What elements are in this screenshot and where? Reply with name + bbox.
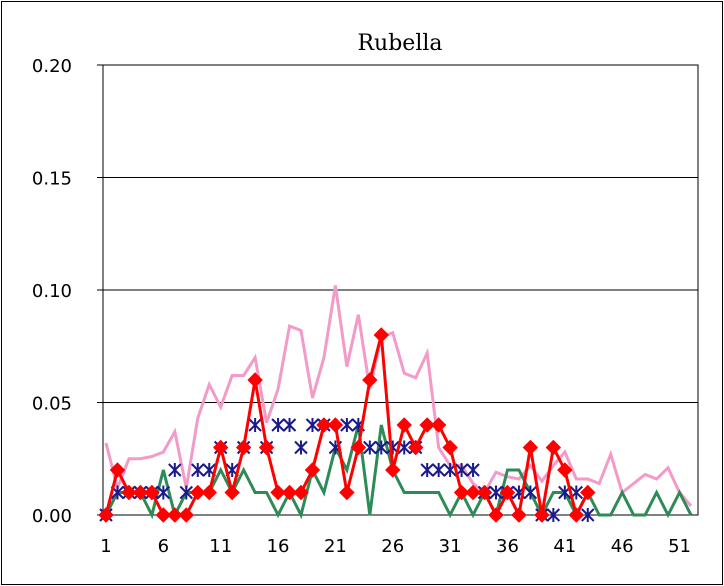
diamond-marker xyxy=(362,372,378,388)
diamond-marker xyxy=(167,507,183,523)
diamond-marker xyxy=(350,439,367,456)
x-tick-label: 21 xyxy=(324,536,347,557)
y-axis-ticks: 0.00 0.05 0.10 0.15 0.20 xyxy=(32,56,103,527)
asterisk-marker xyxy=(581,508,595,522)
diamond-marker xyxy=(132,484,149,501)
series-line-pink xyxy=(104,285,693,507)
diamond-marker xyxy=(155,507,172,523)
diamond-marker xyxy=(499,484,516,501)
diamond-marker xyxy=(430,417,447,433)
asterisk-marker xyxy=(305,418,320,432)
diamond-marker xyxy=(121,484,137,501)
diamond-marker xyxy=(442,439,458,456)
asterisk-marker xyxy=(294,440,308,455)
diamond-marker xyxy=(327,417,344,433)
diamond-marker xyxy=(258,439,275,456)
diamond-marker xyxy=(201,484,217,501)
diamond-marker xyxy=(580,484,596,501)
diamond-marker xyxy=(396,417,412,433)
asterisk-marker xyxy=(282,418,297,432)
y-tick-label: 0.20 xyxy=(32,56,72,77)
asterisk-marker xyxy=(523,485,538,500)
x-tick-label: 11 xyxy=(209,536,232,557)
diamond-marker xyxy=(212,439,229,456)
diamond-marker xyxy=(488,507,504,523)
asterisk-marker xyxy=(191,463,205,477)
diamond-marker xyxy=(373,327,390,343)
asterisk-marker xyxy=(420,463,434,477)
x-tick-label: 26 xyxy=(381,536,404,557)
x-tick-label: 51 xyxy=(668,536,691,557)
asterisk-marker xyxy=(271,418,285,432)
diamond-marker xyxy=(511,507,527,523)
asterisk-marker xyxy=(340,418,354,432)
diamond-marker xyxy=(316,417,332,433)
asterisk-marker xyxy=(546,508,561,522)
asterisk-marker xyxy=(156,485,171,500)
x-tick-label: 1 xyxy=(100,536,111,557)
series-layer xyxy=(98,285,693,523)
diamond-marker xyxy=(385,462,401,478)
x-axis-ticks: 1 6 11 16 21 26 31 36 41 46 51 xyxy=(100,536,691,557)
x-tick-label: 31 xyxy=(439,536,462,557)
diamond-marker xyxy=(224,484,240,501)
diamond-marker xyxy=(568,507,585,523)
diamond-marker xyxy=(545,439,562,456)
asterisk-marker xyxy=(179,485,194,500)
x-tick-label: 6 xyxy=(158,536,169,557)
asterisk-marker xyxy=(431,463,446,477)
diamond-marker xyxy=(557,462,573,478)
diamond-marker xyxy=(453,484,470,501)
diamond-marker xyxy=(304,462,321,478)
x-tick-label: 41 xyxy=(553,536,576,557)
diamond-marker xyxy=(281,484,298,501)
asterisk-marker xyxy=(489,485,503,500)
chart-title: Rubella xyxy=(357,31,442,56)
diamond-marker xyxy=(235,439,252,456)
diamond-marker xyxy=(534,507,550,523)
x-tick-label: 46 xyxy=(611,536,634,557)
x-tick-label: 36 xyxy=(496,536,519,557)
asterisk-marker xyxy=(466,463,480,477)
asterisk-marker xyxy=(168,463,182,477)
asterisk-marker xyxy=(374,440,389,455)
diamond-marker xyxy=(476,484,493,501)
diamond-marker xyxy=(109,462,126,478)
asterisk-marker xyxy=(248,418,262,432)
diamond-marker xyxy=(339,484,355,501)
diamond-marker xyxy=(98,507,114,523)
diamond-marker xyxy=(522,439,539,456)
asterisk-marker xyxy=(363,440,377,455)
diamond-marker xyxy=(293,484,309,501)
y-tick-label: 0.00 xyxy=(32,506,72,527)
y-tick-label: 0.15 xyxy=(32,169,72,190)
diamond-marker xyxy=(407,439,424,456)
diamond-marker xyxy=(465,484,481,501)
diamond-marker xyxy=(247,372,263,388)
diamond-marker xyxy=(419,417,435,433)
diamond-marker xyxy=(270,484,286,501)
x-tick-label: 16 xyxy=(267,536,290,557)
y-tick-label: 0.10 xyxy=(32,281,72,302)
diamond-marker xyxy=(144,484,160,501)
y-tick-label: 0.05 xyxy=(32,394,72,415)
diamond-marker xyxy=(178,507,195,523)
diamond-marker xyxy=(190,484,206,501)
